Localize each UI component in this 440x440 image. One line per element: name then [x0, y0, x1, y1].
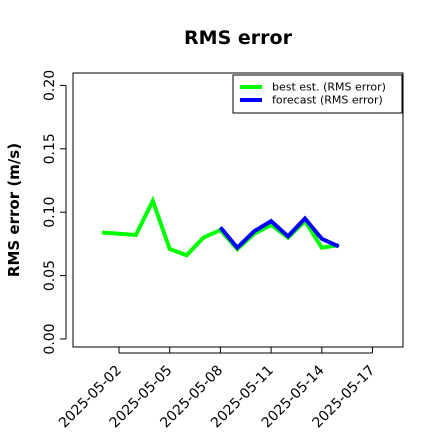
- y-tick-label: 0.05: [42, 260, 58, 291]
- data-point-2: [270, 220, 272, 222]
- data-point-1: [203, 237, 204, 239]
- data-point-2: [236, 247, 238, 249]
- y-tick-label: 0.20: [42, 70, 58, 101]
- data-point-2: [253, 230, 255, 232]
- data-point-1: [101, 232, 103, 233]
- chart-title: RMS error: [184, 27, 293, 49]
- legend-box: [232, 74, 403, 114]
- data-point-2: [321, 238, 323, 240]
- data-point-2: [304, 218, 306, 219]
- x-axis: 2025-05-022025-05-052025-05-082025-05-11…: [56, 347, 378, 431]
- plot-frame: [72, 72, 404, 348]
- y-tick-label: 0.15: [42, 133, 58, 164]
- data-point-2: [219, 226, 221, 228]
- y-tick-label: 0.00: [42, 323, 58, 354]
- data-point-1: [169, 248, 171, 250]
- series-line-2: [218, 215, 340, 251]
- y-tick-label: 0.10: [42, 197, 58, 228]
- data-point-1: [186, 254, 188, 256]
- data-point-1: [270, 224, 272, 226]
- legend-label: best est. (RMS error): [272, 81, 386, 94]
- data-point-1: [321, 247, 323, 249]
- series-layer: [101, 195, 340, 258]
- legend: best est. (RMS error)forecast (RMS error…: [232, 74, 403, 114]
- data-point-1: [152, 200, 154, 202]
- y-axis: 0.00 0.05 0.10 0.15 0.20: [42, 70, 67, 355]
- y-axis-label: RMS error (m/s): [5, 143, 23, 277]
- data-point-2: [287, 235, 289, 237]
- legend-label: forecast (RMS error): [272, 94, 383, 107]
- data-point-1: [135, 234, 137, 236]
- data-point-2: [338, 245, 340, 247]
